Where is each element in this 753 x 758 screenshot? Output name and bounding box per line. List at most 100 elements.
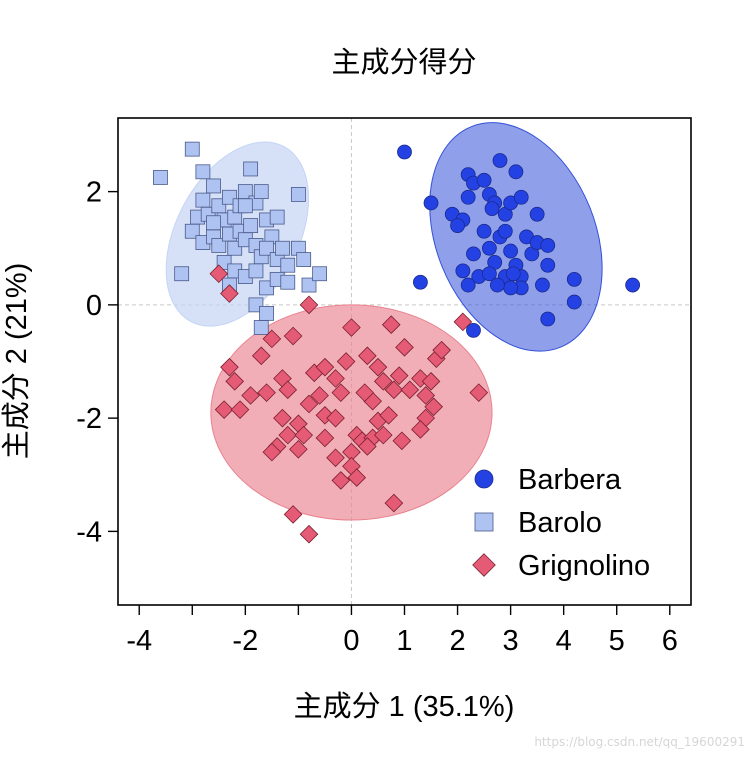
data-point-grignolino xyxy=(289,439,308,459)
y-tick-label: 2 xyxy=(86,177,102,209)
data-point-grignolino xyxy=(230,400,250,419)
data-point-barbera xyxy=(566,294,582,310)
data-point-barbera xyxy=(476,223,492,239)
data-point-barolo xyxy=(259,305,274,321)
data-point-grignolino xyxy=(294,425,314,445)
data-point-barbera xyxy=(513,189,529,205)
data-point-barolo xyxy=(280,257,296,273)
data-point-grignolino xyxy=(384,493,404,513)
data-point-grignolino xyxy=(209,264,229,284)
data-point-barolo xyxy=(243,161,259,177)
x-tick-label: 5 xyxy=(609,625,625,657)
data-point-grignolino xyxy=(392,431,412,451)
x-tick-label: -2 xyxy=(232,625,258,657)
data-point-grignolino xyxy=(299,524,319,544)
data-point-barbera xyxy=(566,271,582,287)
data-point-grignolino xyxy=(241,386,260,405)
data-point-grignolino xyxy=(416,386,436,405)
x-tick-label: 1 xyxy=(396,625,412,657)
data-point-grignolino xyxy=(262,442,282,462)
series-barolo xyxy=(153,141,328,335)
data-point-grignolino xyxy=(283,505,303,524)
data-point-barbera xyxy=(535,277,550,293)
data-point-grignolino xyxy=(421,372,441,391)
data-point-barbera xyxy=(497,223,513,239)
data-point-grignolino xyxy=(331,471,351,490)
legend-marker-barbera xyxy=(474,469,494,489)
data-point-barbera xyxy=(460,277,476,293)
data-point-barolo xyxy=(211,238,227,253)
data-point-barbera xyxy=(540,311,556,327)
data-point-barbera xyxy=(476,172,492,188)
data-points xyxy=(153,141,641,544)
data-point-barbera xyxy=(481,240,497,256)
data-point-grignolino xyxy=(283,326,303,346)
data-point-grignolino xyxy=(326,369,345,388)
data-point-barbera xyxy=(466,246,481,262)
data-point-barbera xyxy=(460,189,476,205)
data-point-grignolino xyxy=(278,425,298,445)
data-point-barolo xyxy=(195,164,211,180)
x-tick-label: 3 xyxy=(503,625,519,657)
data-point-grignolino xyxy=(453,312,473,332)
data-point-barbera xyxy=(450,218,465,233)
data-point-grignolino xyxy=(395,338,414,357)
y-tick-label: -2 xyxy=(76,403,102,435)
x-tick-label: -4 xyxy=(126,625,152,657)
data-point-grignolino xyxy=(347,468,367,487)
x-axis-label: 主成分 1 (35.1%) xyxy=(294,690,515,723)
data-point-barolo xyxy=(184,223,200,239)
data-point-grignolino xyxy=(358,437,377,456)
watermark-text: https://blog.csdn.net/qq_19600291 xyxy=(534,735,745,749)
x-tick-label: 2 xyxy=(449,625,465,657)
data-point-grignolino xyxy=(220,357,239,377)
data-point-grignolino xyxy=(342,318,361,337)
ellipse-grignolino xyxy=(210,304,493,521)
legend-label-grignolino: Grignolino xyxy=(518,550,650,582)
data-point-barolo xyxy=(174,266,190,282)
data-point-grignolino xyxy=(278,380,298,400)
data-point-grignolino xyxy=(411,420,430,439)
data-point-barbera xyxy=(466,322,481,338)
data-point-barolo xyxy=(153,170,168,185)
data-point-barbera xyxy=(529,206,545,222)
data-point-grignolino xyxy=(326,448,345,468)
x-tick-label: 4 xyxy=(556,625,572,657)
data-point-barolo xyxy=(237,198,253,214)
data-point-barbera xyxy=(540,238,556,253)
series-barbera xyxy=(397,144,641,338)
data-point-grignolino xyxy=(225,372,245,391)
data-point-grignolino xyxy=(315,357,335,377)
data-point-barolo xyxy=(253,184,269,200)
x-tick-label: 6 xyxy=(662,625,678,657)
data-point-barbera xyxy=(508,164,524,180)
data-point-grignolino xyxy=(299,394,319,414)
data-point-grignolino xyxy=(424,397,443,417)
data-point-barbera xyxy=(423,195,439,211)
data-point-grignolino xyxy=(368,357,388,377)
data-point-barbera xyxy=(503,280,519,296)
data-point-barbera xyxy=(484,201,500,217)
data-point-grignolino xyxy=(257,383,276,402)
data-point-barbera xyxy=(503,243,519,259)
data-point-barolo xyxy=(275,240,290,256)
data-point-grignolino xyxy=(381,315,401,335)
chart-title: 主成分得分 xyxy=(331,46,476,79)
data-point-grignolino xyxy=(379,405,398,425)
data-point-grignolino xyxy=(384,380,404,400)
data-point-grignolino xyxy=(220,284,239,303)
data-point-grignolino xyxy=(358,346,377,366)
legend: Barbera Barolo Grignolino xyxy=(472,464,650,582)
legend-marker-barolo xyxy=(474,512,494,532)
data-point-grignolino xyxy=(400,380,420,400)
data-point-grignolino xyxy=(469,383,489,402)
y-tick-label: -4 xyxy=(76,516,102,548)
data-point-grignolino xyxy=(336,352,356,371)
data-point-barolo xyxy=(248,263,264,279)
data-point-barolo xyxy=(206,215,221,231)
data-point-barolo xyxy=(290,187,306,202)
data-point-barbera xyxy=(455,263,471,279)
data-point-barbera xyxy=(413,274,428,290)
